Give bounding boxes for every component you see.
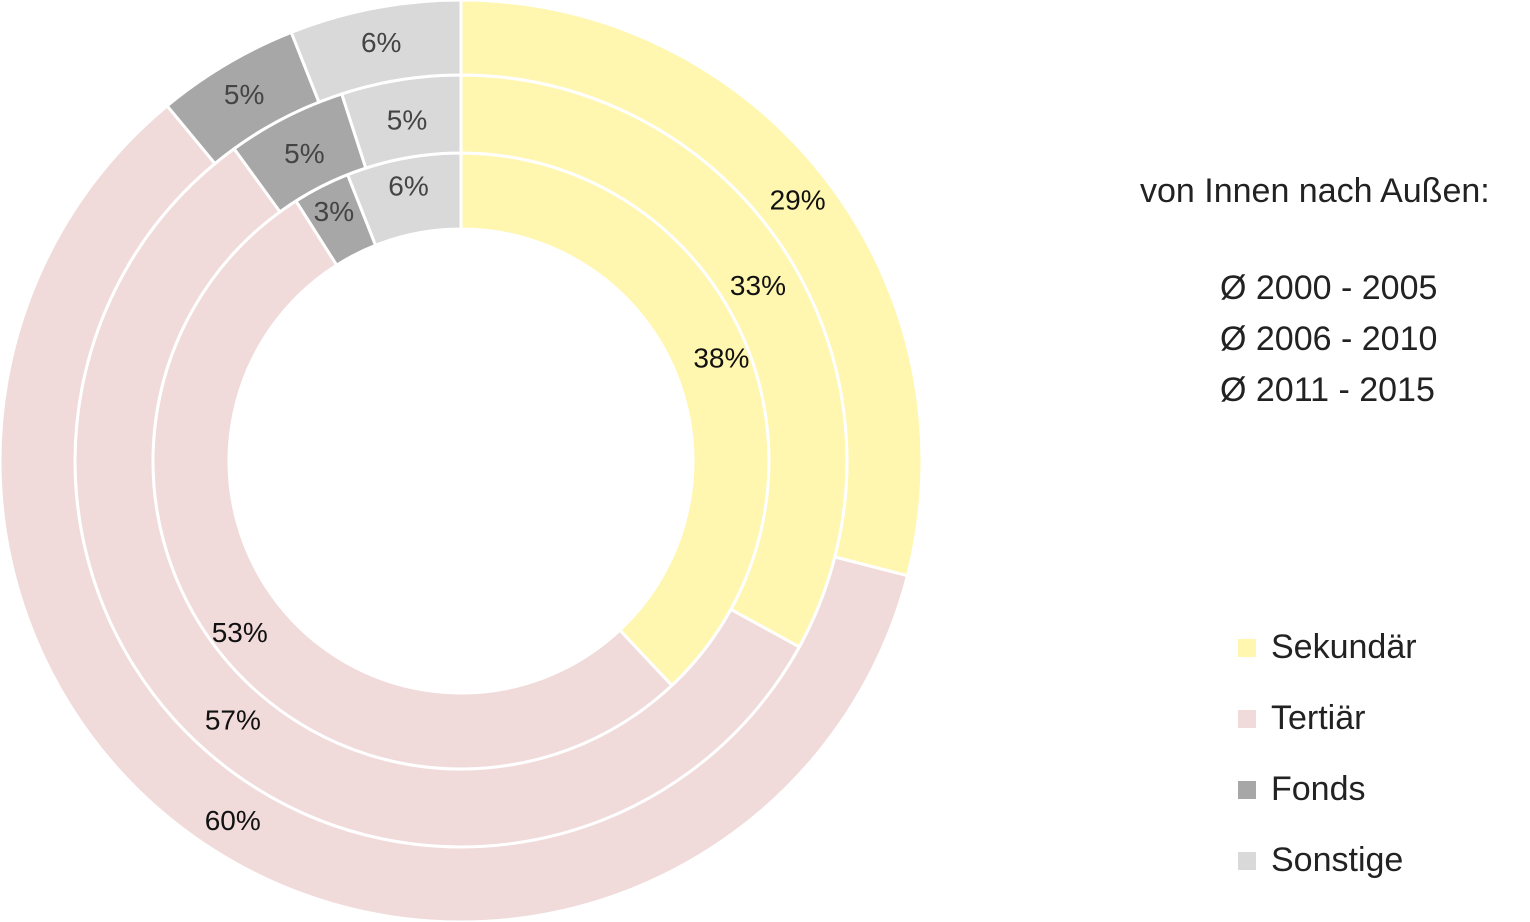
legend-swatch — [1238, 780, 1256, 799]
label-outer-fonds: 5% — [224, 79, 264, 110]
label-middle-tertiaer: 57% — [205, 704, 261, 735]
legend-label: Tertiär — [1271, 699, 1366, 737]
label-outer-sonstige: 6% — [361, 27, 401, 58]
legend-item-sekundaer: Sekundär — [1238, 612, 1417, 683]
label-outer-tertiaer: 60% — [205, 805, 261, 836]
label-outer-sekundaer: 29% — [770, 184, 826, 215]
legend-label: Sekundär — [1271, 628, 1417, 666]
legend-item-fonds: Fonds — [1238, 754, 1417, 825]
legend-item-sonstige: Sonstige — [1238, 825, 1417, 896]
legend-label: Fonds — [1271, 770, 1366, 808]
slice-outer-sonstige — [289, 0, 463, 105]
label-middle-sonstige: 5% — [387, 105, 427, 136]
label-inner-sekundaer: 38% — [693, 342, 749, 373]
legend-label: Sonstige — [1271, 841, 1404, 879]
label-inner-tertiaer: 53% — [212, 617, 268, 648]
slice-outer-tertiaer — [0, 103, 910, 922]
ring-order-note: von Innen nach Außen: Ø 2000 - 2005 Ø 20… — [1140, 172, 1525, 416]
legend-item-tertiaer: Tertiär — [1238, 683, 1417, 754]
legend-swatch — [1238, 638, 1256, 657]
chart-legend: Sekundär Tertiär Fonds Sonstige — [1238, 612, 1417, 896]
label-inner-fonds: 3% — [314, 196, 354, 227]
label-middle-sekundaer: 33% — [730, 270, 786, 301]
label-inner-sonstige: 6% — [388, 170, 428, 201]
legend-swatch — [1238, 709, 1256, 728]
label-middle-fonds: 5% — [284, 138, 324, 169]
ring-period-list: Ø 2000 - 2005 Ø 2006 - 2010 Ø 2011 - 201… — [1220, 263, 1525, 416]
period-outer: Ø 2011 - 2015 — [1220, 371, 1435, 409]
legend-swatch — [1238, 851, 1256, 870]
ring-order-heading: von Innen nach Außen: — [1140, 172, 1490, 210]
period-middle: Ø 2006 - 2010 — [1220, 320, 1438, 358]
period-inner: Ø 2000 - 2005 — [1220, 269, 1438, 307]
